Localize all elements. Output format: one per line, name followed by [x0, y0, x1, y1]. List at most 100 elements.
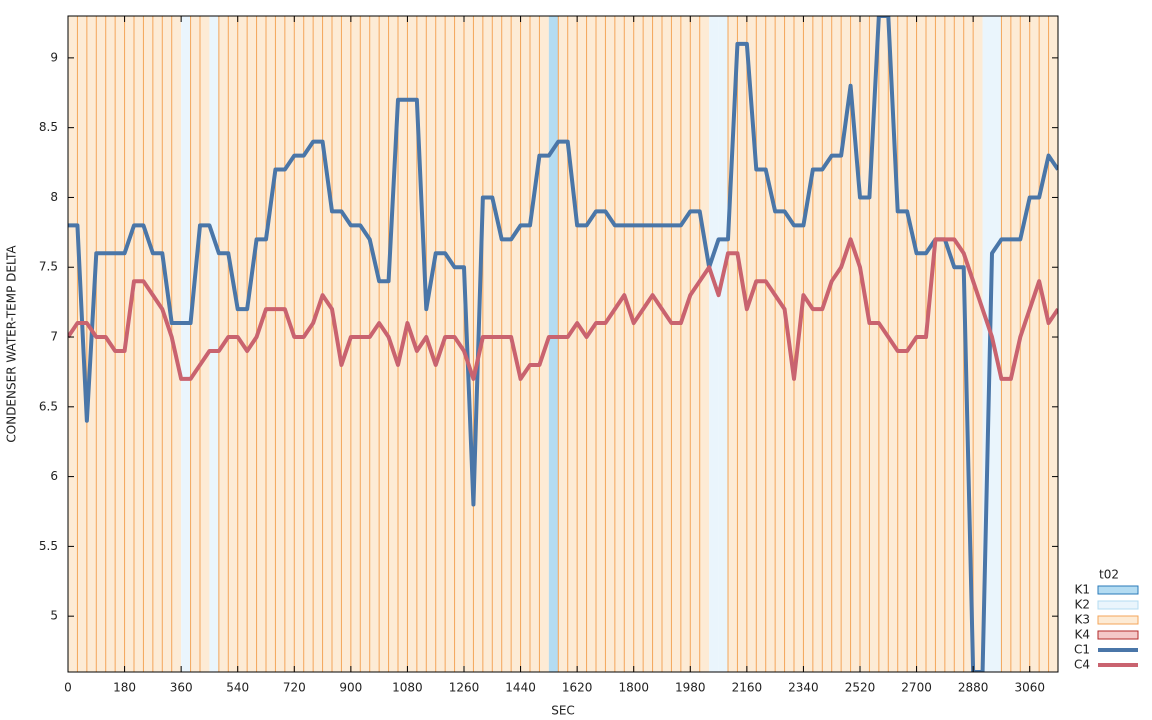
state-band	[614, 16, 625, 672]
state-band	[897, 16, 908, 672]
state-band	[492, 16, 502, 672]
x-tick-label: 1800	[618, 681, 649, 695]
state-band	[388, 16, 398, 672]
state-band	[68, 16, 78, 672]
state-band	[539, 16, 549, 672]
legend-swatch	[1097, 585, 1139, 595]
x-tick-label: 180	[113, 681, 136, 695]
x-tick-label: 2340	[788, 681, 819, 695]
state-band	[954, 16, 964, 672]
state-band	[360, 16, 370, 672]
y-tick-label: 8.5	[39, 120, 58, 134]
state-band	[548, 16, 559, 672]
state-band	[944, 16, 955, 672]
state-band	[124, 16, 134, 672]
state-band	[860, 16, 870, 672]
legend-label: K2	[1074, 598, 1090, 612]
state-band	[445, 16, 455, 672]
state-band	[322, 16, 332, 672]
state-band	[435, 16, 446, 672]
state-band	[822, 16, 832, 672]
state-band	[200, 16, 210, 672]
x-tick-label: 0	[64, 681, 72, 695]
y-tick-label: 6.5	[39, 399, 58, 413]
state-band	[803, 16, 813, 672]
state-band	[171, 16, 182, 672]
state-band	[407, 16, 417, 672]
y-tick-label: 7	[50, 330, 58, 344]
plot-frame	[67, 15, 1059, 673]
state-band	[1001, 16, 1011, 672]
y-tick-label: 5.5	[39, 539, 58, 553]
state-band	[256, 16, 266, 672]
state-band	[294, 16, 304, 672]
state-band	[737, 16, 747, 672]
state-band	[558, 16, 568, 672]
state-band	[341, 16, 351, 672]
state-band	[935, 16, 945, 672]
x-tick-label: 1980	[675, 681, 706, 695]
state-band	[963, 16, 974, 672]
state-band	[350, 16, 361, 672]
state-band	[728, 16, 738, 672]
state-band	[662, 16, 672, 672]
state-band	[718, 16, 728, 672]
x-tick-label: 1440	[505, 681, 536, 695]
state-band	[426, 16, 436, 672]
state-band	[765, 16, 776, 672]
state-band	[812, 16, 823, 672]
state-band	[228, 16, 238, 672]
state-band	[973, 16, 983, 672]
x-axis-label: SEC	[551, 704, 575, 718]
y-tick-label: 6	[50, 469, 58, 483]
state-band	[596, 16, 606, 672]
state-band	[284, 16, 295, 672]
state-band	[1029, 16, 1040, 672]
state-band	[633, 16, 644, 672]
legend-label: K1	[1074, 583, 1090, 597]
y-axis-label: CONDENSER WATER-TEMP DELTA	[5, 245, 19, 443]
state-band	[209, 16, 219, 672]
state-band	[746, 16, 757, 672]
state-band	[577, 16, 587, 672]
legend-label: C4	[1074, 658, 1090, 672]
state-band	[878, 16, 889, 672]
legend-label: K3	[1074, 613, 1090, 627]
state-band	[709, 16, 719, 672]
state-band	[652, 16, 662, 672]
state-band	[313, 16, 323, 672]
lines	[68, 16, 1058, 672]
state-band	[1020, 16, 1030, 672]
x-tick-label: 2520	[845, 681, 876, 695]
y-tick-label: 8	[50, 190, 58, 204]
state-band	[982, 16, 992, 672]
x-tick-label: 1620	[562, 681, 593, 695]
state-band	[926, 16, 936, 672]
state-band	[530, 16, 540, 672]
state-band	[605, 16, 615, 672]
state-band	[181, 16, 191, 672]
x-tick-label: 3060	[1014, 681, 1045, 695]
state-band	[482, 16, 493, 672]
state-band	[831, 16, 842, 672]
state-band	[143, 16, 153, 672]
state-band	[869, 16, 879, 672]
legend-swatch	[1097, 615, 1139, 625]
x-tick-label: 540	[226, 681, 249, 695]
state-band	[1048, 16, 1058, 672]
state-band	[152, 16, 163, 672]
state-band	[916, 16, 926, 672]
series-line	[68, 237, 1058, 381]
state-band	[1039, 16, 1049, 672]
series-line	[68, 16, 1058, 672]
state-band	[567, 16, 578, 672]
y-tick-label: 7.5	[39, 260, 58, 274]
y-tick-label: 9	[50, 50, 58, 64]
x-tick-label: 720	[283, 681, 306, 695]
state-band	[841, 16, 851, 672]
state-band	[690, 16, 700, 672]
state-band	[850, 16, 860, 672]
state-band	[680, 16, 691, 672]
x-tick-label: 1260	[449, 681, 480, 695]
x-tick-label: 1080	[392, 681, 423, 695]
